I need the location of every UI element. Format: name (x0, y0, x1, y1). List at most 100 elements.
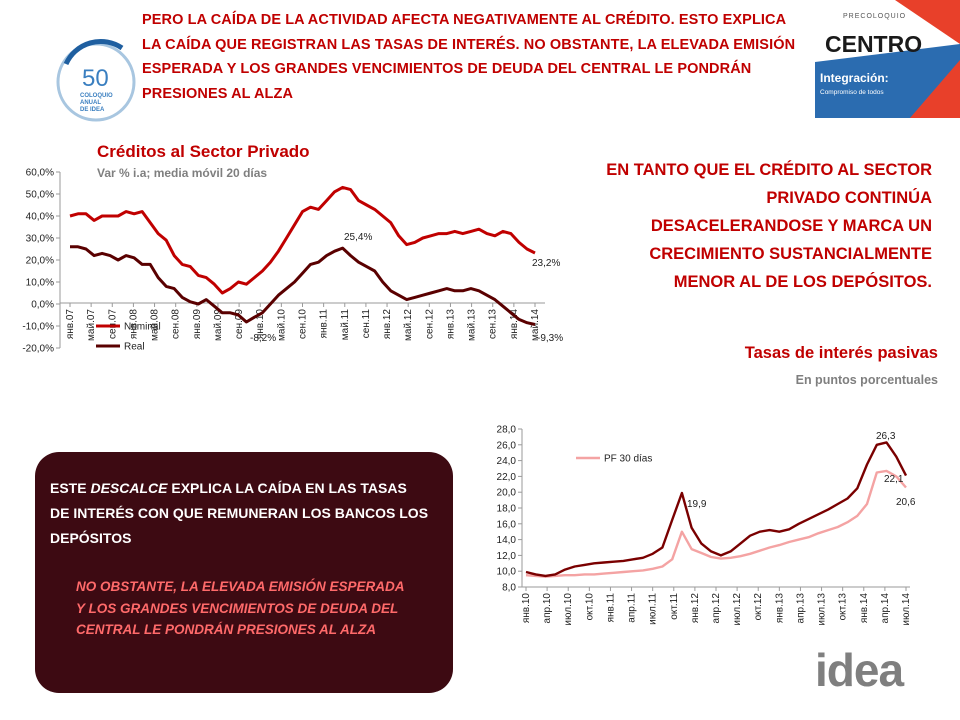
data-label: 23,2% (532, 258, 560, 269)
data-label: 26,3 (876, 431, 896, 442)
y-tick-label: 22,0 (497, 472, 517, 483)
x-tick-label: янв.13 (774, 593, 785, 624)
credit-chart-title: Créditos al Sector Privado (97, 142, 310, 161)
x-tick-label: апр.14 (880, 593, 891, 624)
callout-box (35, 452, 453, 693)
logo-brand: CENTRO (825, 31, 922, 57)
legend-label-1: Real (124, 342, 145, 353)
x-tick-label: янв.09 (192, 309, 203, 340)
y-tick-label: 60,0% (26, 168, 54, 179)
series-line-1 (70, 245, 536, 326)
x-tick-label: апр.11 (627, 593, 638, 623)
x-tick-label: июл.10 (563, 593, 574, 626)
credit-chart-subtitle: Var % i.a; media móvil 20 días (97, 166, 268, 180)
x-tick-label: янв.13 (445, 309, 456, 340)
x-tick-label: апр.13 (795, 593, 806, 624)
x-tick-label: сен.09 (234, 309, 245, 339)
series-line-0 (525, 469, 907, 578)
x-tick-label: июл.13 (817, 593, 828, 626)
logo-tag: Integración: (820, 71, 889, 85)
y-tick-label: 28,0 (497, 425, 517, 436)
x-tick-label: июл.14 (901, 593, 912, 626)
x-tick-label: май.09 (213, 309, 224, 341)
x-tick-label: сен.13 (488, 309, 499, 339)
x-tick-label: янв.10 (521, 593, 532, 624)
y-tick-label: 20,0% (26, 256, 54, 267)
legend-label-0: Nominal (124, 322, 161, 333)
x-tick-label: янв.11 (319, 309, 330, 339)
x-tick-label: сен.11 (361, 309, 372, 339)
legend-label-0: PF 30 días (604, 454, 652, 465)
x-tick-label: май.10 (276, 309, 287, 341)
callout-sub-text: NO OBSTANTE, LA ELEVADA EMISIÓN ESPERADA… (76, 579, 405, 637)
data-label: 22,1 (884, 474, 904, 485)
x-tick-label: окт.13 (838, 593, 849, 621)
data-label: 19,9 (687, 499, 707, 510)
y-tick-label: 30,0% (26, 234, 54, 245)
logo-line1: COLOQUIO (80, 93, 113, 99)
x-tick-label: май.14 (530, 309, 541, 341)
credit-chart: -20,0% -10,0% 0,0% 10,0% 20,0% 30,0% 40,0% 50,0… (22, 168, 563, 355)
x-tick-label: окт.12 (753, 593, 764, 621)
rates-chart: 8,0 10,0 12,0 14,0 16,0 18,0 20,0 22,0 24,0 26,0 2… (497, 425, 916, 626)
x-tick-label: окт.10 (584, 593, 595, 621)
centro-logo: PRECOLOQUIO CENTRO Integración: Compromi… (815, 0, 960, 118)
x-tick-label: янв.12 (690, 593, 701, 624)
right-commentary: EN TANTO QUE EL CRÉDITO AL SECTOR PRIVAD… (606, 161, 932, 291)
y-tick-label: 0,0% (31, 300, 54, 311)
x-tick-label: янв.07 (65, 309, 76, 340)
y-tick-label: -10,0% (22, 322, 54, 333)
callout-main-text: ESTE DESCALCE EXPLICA LA CAÍDA EN LAS TA… (50, 476, 430, 551)
rates-chart-subtitle: En puntos porcentuales (795, 373, 938, 387)
x-tick-label: май.07 (86, 309, 97, 341)
x-tick-label: май.13 (467, 309, 478, 341)
x-tick-label: сен.08 (171, 309, 182, 339)
x-tick-label: янв.10 (255, 309, 266, 340)
y-tick-label: 40,0% (26, 212, 54, 223)
y-tick-label: 50,0% (26, 190, 54, 201)
x-tick-label: апр.12 (711, 593, 722, 624)
x-tick-label: янв.12 (382, 309, 393, 340)
x-tick-label: июл.12 (732, 593, 743, 626)
series-line-1 (525, 441, 908, 578)
x-tick-label: янв.14 (509, 309, 520, 340)
x-tick-label: окт.11 (669, 593, 680, 620)
logo-line3: DE IDEA (80, 107, 105, 113)
logo-tag-sub: Compromiso de todos (820, 89, 884, 96)
logo-top-text: PRECOLOQUIO (843, 13, 906, 20)
callout-post: EXPLICA LA CAÍDA EN LAS TASAS DE INTERÉS… (50, 480, 429, 546)
logo-number: 50 (82, 65, 109, 92)
y-tick-label: 26,0 (497, 440, 517, 451)
y-tick-label: 10,0% (26, 278, 54, 289)
callout-emphasis: DESCALCE (90, 480, 168, 496)
idea-logo: idea (815, 646, 905, 692)
x-tick-label: апр.10 (542, 593, 553, 624)
x-tick-label: янв.08 (128, 309, 139, 340)
y-tick-label: 10,0 (497, 567, 517, 578)
logo-line2: ANUAL (80, 100, 101, 106)
x-tick-label: сен.10 (298, 309, 309, 339)
x-tick-label: сен.12 (424, 309, 435, 339)
idea-logo-text: idea (815, 646, 904, 692)
x-tick-label: май.11 (340, 309, 351, 341)
y-tick-label: 14,0 (497, 535, 517, 546)
rates-chart-title: Tasas de interés pasivas (744, 344, 938, 362)
x-tick-label: сен.07 (107, 309, 118, 339)
x-tick-label: июл.11 (648, 593, 659, 625)
headline: PERO LA CAÍDA DE LA ACTIVIDAD AFECTA NEG… (142, 12, 796, 102)
y-tick-label: 8,0 (502, 583, 516, 594)
callout-pre: ESTE (50, 480, 91, 496)
data-label: -9,3% (537, 333, 563, 344)
y-tick-label: 20,0 (497, 488, 517, 499)
y-tick-label: 12,0 (497, 551, 517, 562)
x-tick-label: янв.11 (605, 593, 616, 623)
y-tick-label: 16,0 (497, 519, 517, 530)
data-label: -8,2% (250, 333, 276, 344)
series-line-0 (69, 185, 536, 295)
y-tick-label: -20,0% (22, 344, 54, 355)
coloquio-logo: 50 COLOQUIO ANUAL DE IDEA (56, 39, 136, 122)
x-tick-label: май.12 (403, 309, 414, 341)
x-tick-label: янв.14 (859, 593, 870, 624)
data-label: 20,6 (896, 497, 916, 508)
y-tick-label: 24,0 (497, 456, 517, 467)
